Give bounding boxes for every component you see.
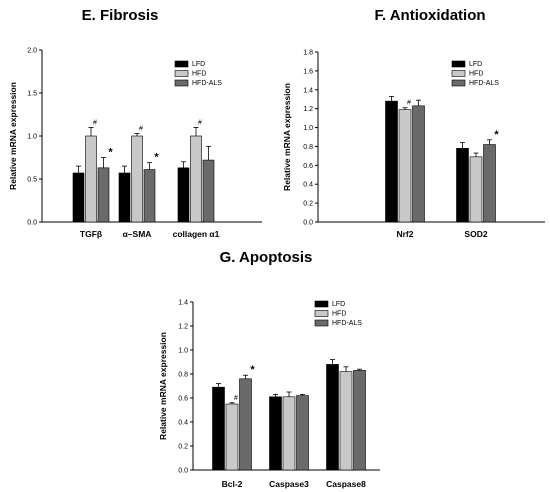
legend-swatch-hfd xyxy=(314,310,329,317)
y-tick-label: 0.8 xyxy=(178,372,188,379)
legend-label: LFD xyxy=(469,61,482,68)
y-tick-label: 0.6 xyxy=(178,396,188,403)
y-tick-label: 1.2 xyxy=(178,324,188,331)
legend-swatch-hfd-als xyxy=(314,319,329,327)
bar-lfd-0 xyxy=(385,100,398,223)
bar-hfd-1 xyxy=(469,156,483,223)
bar-hfd-als-1 xyxy=(143,169,156,223)
y-tick-label: 0.6 xyxy=(303,163,313,170)
legend-label: LFD xyxy=(332,301,345,308)
legend-label: HFD-ALS xyxy=(469,80,499,87)
bar-hfd-als-2 xyxy=(202,159,215,223)
legend-swatch-hfd xyxy=(174,70,189,77)
y-tick-label: 0.8 xyxy=(303,144,313,151)
bar-lfd-1 xyxy=(118,172,131,223)
significance-star: * xyxy=(494,129,499,141)
bar-lfd-1 xyxy=(269,396,282,471)
y-tick-label: 0.2 xyxy=(178,444,188,451)
chart-title: E. Fibrosis xyxy=(82,7,159,24)
bar-hfd-0 xyxy=(398,109,412,223)
y-tick-label: 1.4 xyxy=(178,300,188,307)
category-label: Bcl-2 xyxy=(222,479,243,489)
y-tick-label: 1.2 xyxy=(303,106,313,113)
legend-label: HFD-ALS xyxy=(192,80,222,87)
bar-lfd-0 xyxy=(72,172,85,223)
significance-hash: # xyxy=(198,119,202,126)
significance-hash: # xyxy=(139,125,143,132)
significance-star: * xyxy=(250,364,255,376)
y-axis-label: Relative mRNA expression xyxy=(8,82,18,190)
y-axis-label: Relative mRNA expression xyxy=(158,332,168,440)
category-label: Caspase8 xyxy=(326,479,366,489)
y-tick-label: 1.0 xyxy=(27,134,37,141)
chart-panel-G: G. Apoptosis 0.0 0.2 0.4 0.6 0.8 1.0 1.2 1.4 Rela… xyxy=(158,249,380,489)
y-tick-label: 1.5 xyxy=(27,91,37,98)
bar-hfd-als-1 xyxy=(483,144,496,223)
significance-star: * xyxy=(108,147,113,159)
bar-hfd-als-0 xyxy=(97,167,110,223)
bar-hfd-1 xyxy=(131,135,143,223)
legend-swatch-hfd-als xyxy=(451,79,466,87)
bar-hfd-0 xyxy=(85,135,97,223)
category-label: Nrf2 xyxy=(396,229,413,239)
bar-hfd-2 xyxy=(190,135,202,223)
category-label: Caspase3 xyxy=(269,479,309,489)
y-tick-label: 1.0 xyxy=(178,348,188,355)
y-tick-label: 0.5 xyxy=(27,177,37,184)
legend-label: HFD xyxy=(469,71,483,78)
y-tick-label: 0.0 xyxy=(178,468,188,475)
bar-hfd-1 xyxy=(282,396,296,471)
chart-panel-E: E. Fibrosis 0.0 0.5 1.0 1.5 2.0 Relative mRNA … xyxy=(8,7,262,239)
y-tick-label: 0.4 xyxy=(303,182,313,189)
significance-star: * xyxy=(154,152,159,164)
legend-swatch-hfd-als xyxy=(174,79,189,87)
chart-panel-F: F. Antioxidation 0.0 0.2 0.4 0.6 0.8 1.0 1.2 1.4… xyxy=(282,7,545,239)
chart-title: G. Apoptosis xyxy=(220,249,313,266)
legend-label: HFD xyxy=(332,311,346,318)
bar-hfd-als-1 xyxy=(296,395,309,471)
bar-hfd-als-2 xyxy=(353,370,366,471)
y-tick-label: 0.0 xyxy=(27,220,37,227)
significance-hash: # xyxy=(407,100,411,107)
y-tick-label: 1.6 xyxy=(303,68,313,75)
bar-hfd-2 xyxy=(339,371,353,471)
significance-hash: # xyxy=(234,395,238,402)
category-label: TGFβ xyxy=(80,229,102,239)
y-tick-label: 2.0 xyxy=(27,48,37,55)
significance-hash: # xyxy=(93,119,97,126)
legend-swatch-hfd xyxy=(451,70,466,77)
bar-lfd-1 xyxy=(456,148,469,223)
category-label: SOD2 xyxy=(464,229,487,239)
category-label: α–SMA xyxy=(123,229,152,239)
category-label: collagen α1 xyxy=(173,229,220,239)
y-tick-label: 1.4 xyxy=(303,87,313,94)
legend-label: HFD xyxy=(192,71,206,78)
y-axis-label: Relative mRNA expression xyxy=(282,83,292,191)
legend-label: LFD xyxy=(192,61,205,68)
bar-hfd-als-0 xyxy=(239,378,252,471)
legend-swatch-lfd xyxy=(314,300,329,308)
y-tick-label: 1.8 xyxy=(303,50,313,57)
y-tick-label: 1.0 xyxy=(303,125,313,132)
bar-hfd-als-0 xyxy=(412,105,425,223)
bar-lfd-0 xyxy=(212,386,225,471)
y-tick-label: 0.4 xyxy=(178,420,188,427)
legend-swatch-lfd xyxy=(451,60,466,68)
legend-label: HFD-ALS xyxy=(332,320,362,327)
y-tick-label: 0.0 xyxy=(303,220,313,227)
y-tick-label: 0.2 xyxy=(303,201,313,208)
bar-hfd-0 xyxy=(225,403,239,471)
legend-swatch-lfd xyxy=(174,60,189,68)
chart-title: F. Antioxidation xyxy=(374,7,485,24)
bar-lfd-2 xyxy=(177,167,190,223)
bar-lfd-2 xyxy=(326,364,339,471)
